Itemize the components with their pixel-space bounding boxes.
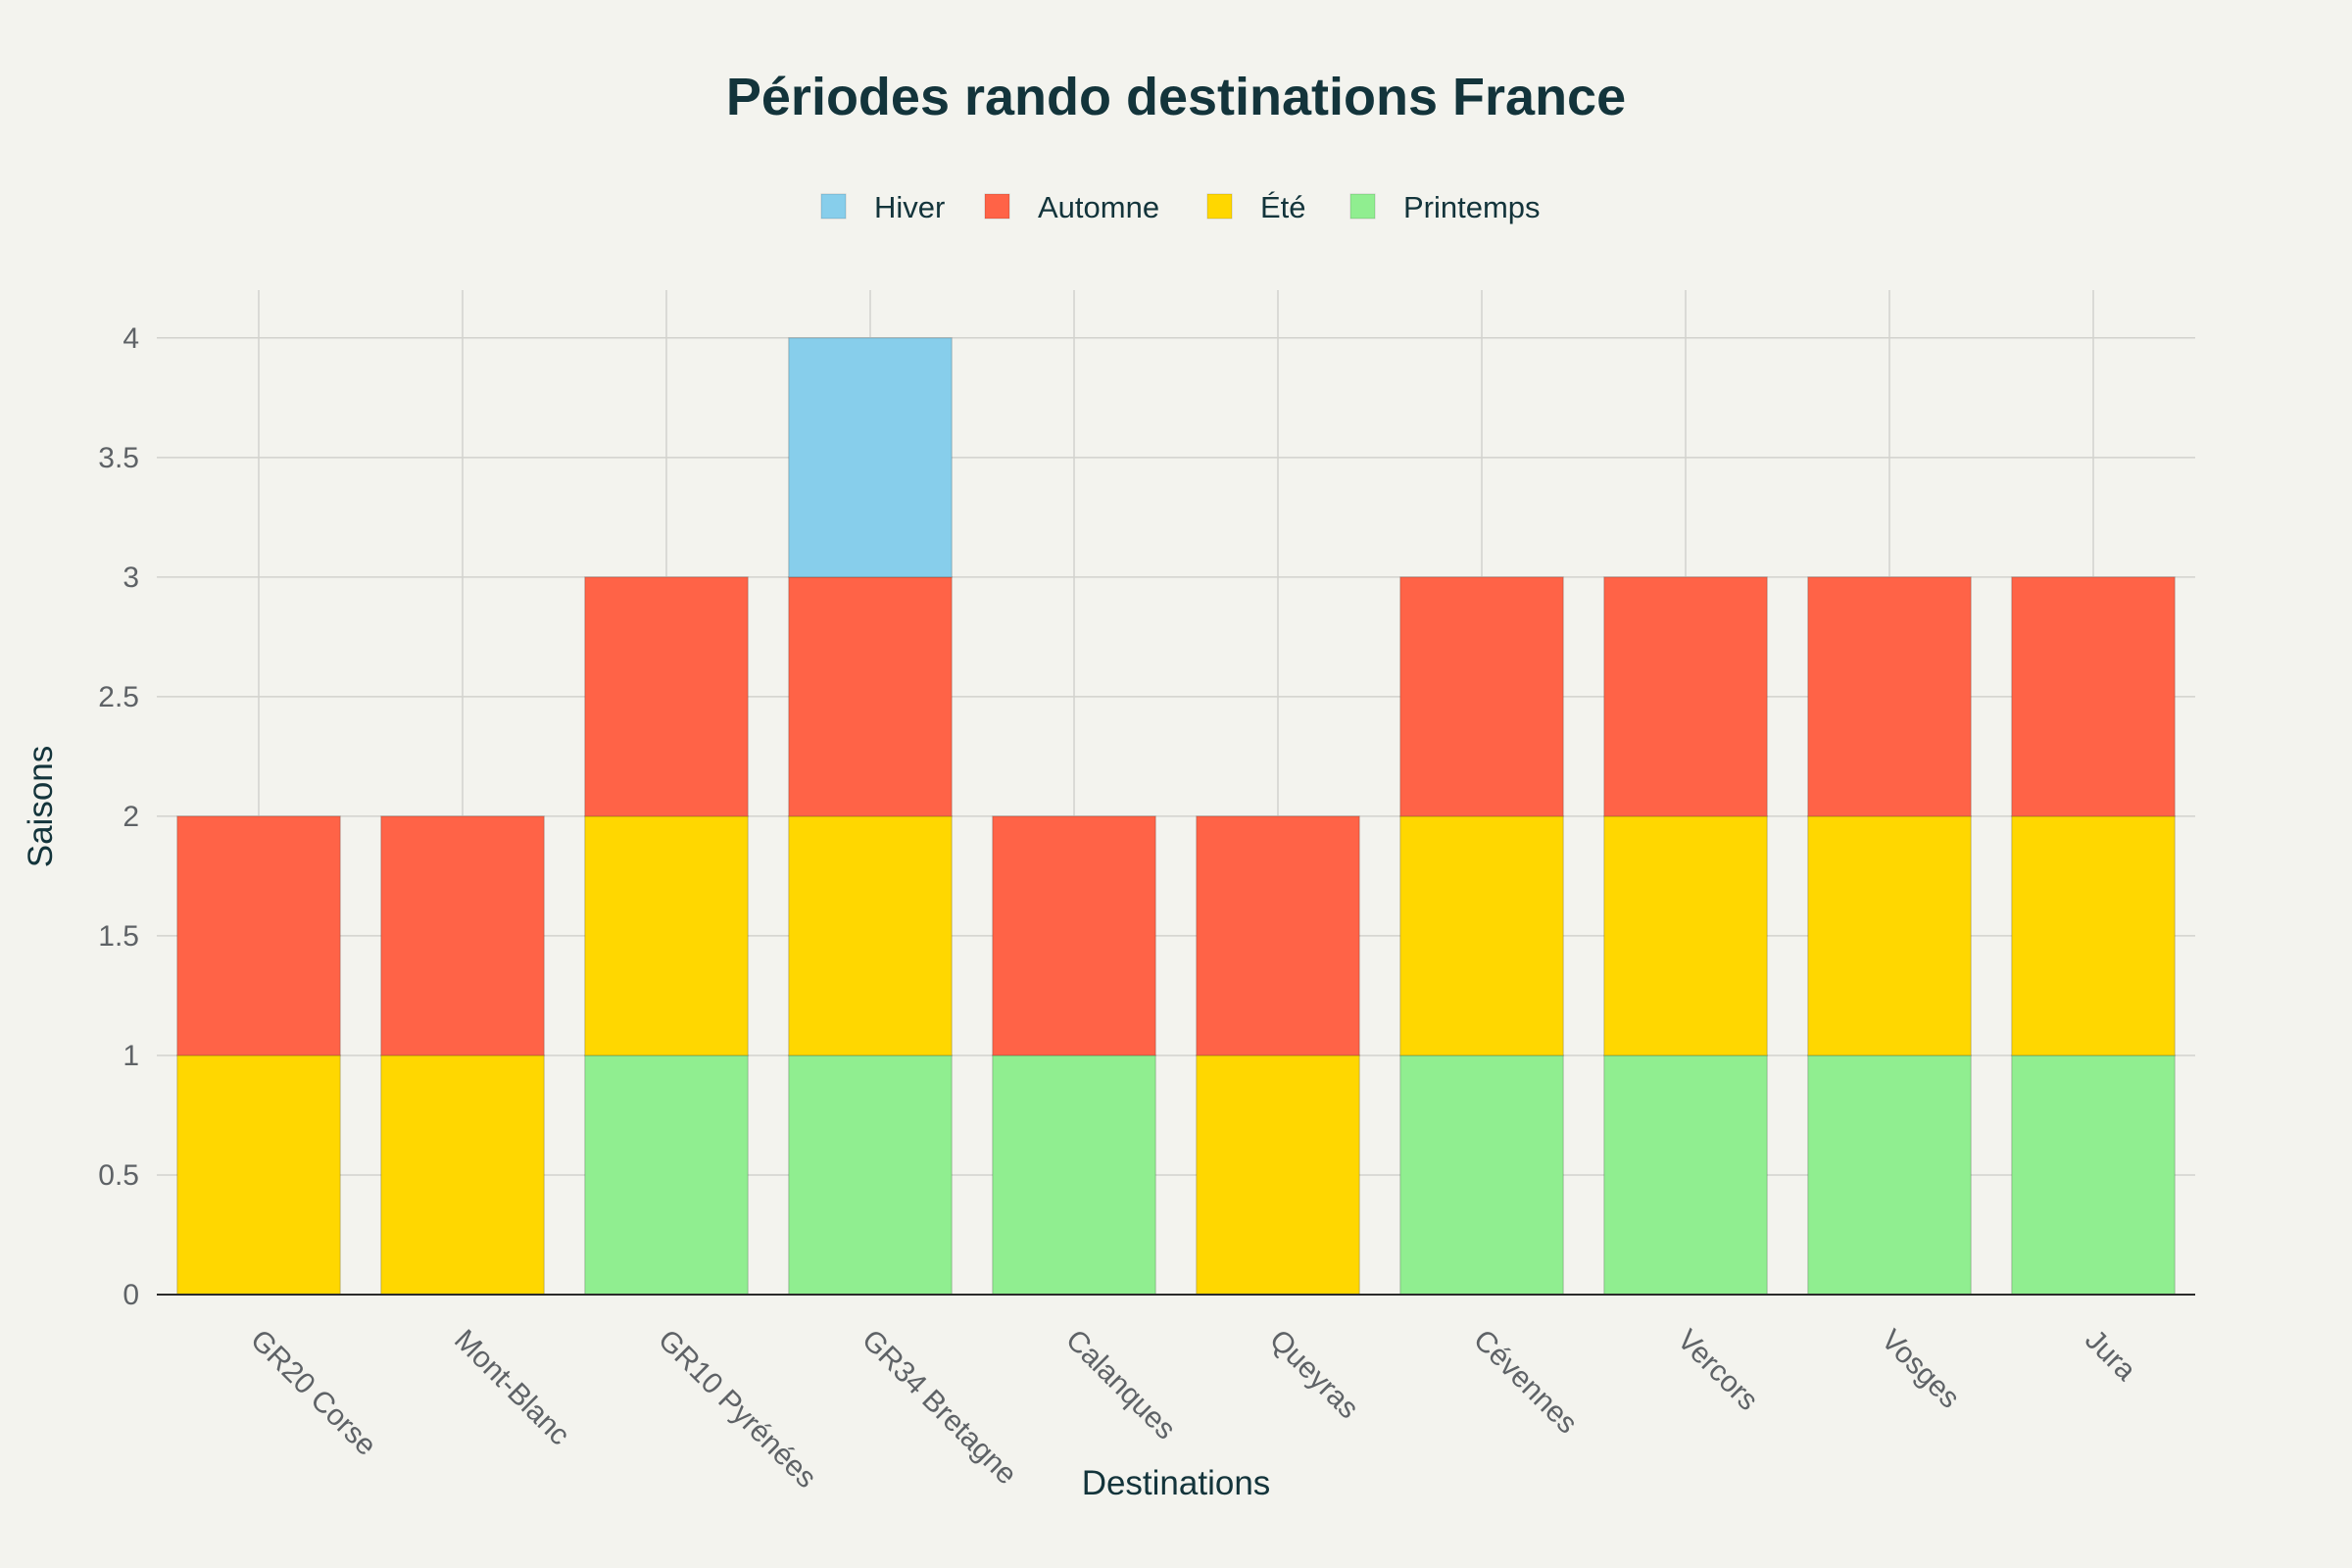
legend-swatch — [984, 193, 1010, 220]
legend-swatch — [1206, 193, 1233, 220]
x-tick-label: Mont-Blanc — [448, 1324, 576, 1452]
x-tick-label: Calanques — [1059, 1324, 1182, 1446]
legend-label: Été — [1260, 190, 1306, 224]
y-tick-label: 2 — [122, 801, 139, 833]
x-tick-label: Vercors — [1671, 1324, 1764, 1417]
legend-swatch — [820, 193, 847, 220]
chart-title: Périodes rando destinations France — [726, 68, 1626, 126]
bar-vercors-ete[interactable] — [1603, 815, 1768, 1056]
bar-cevennes-ete[interactable] — [1399, 815, 1564, 1056]
y-tick-label: 0.5 — [98, 1159, 139, 1192]
x-tick-label: Queyras — [1263, 1324, 1365, 1426]
bar-vercors-automne[interactable] — [1603, 576, 1768, 817]
y-tick-label: 0 — [122, 1279, 139, 1311]
x-tick-label: Vosges — [1875, 1324, 1966, 1415]
legend-label: Hiver — [874, 190, 945, 224]
bar-queyras-automne[interactable] — [1196, 815, 1360, 1056]
bar-gr34-bretagne-automne[interactable] — [788, 576, 953, 817]
y-tick-label: 4 — [122, 322, 139, 355]
x-tick-label: Jura — [2079, 1324, 2142, 1388]
legend-swatch — [1349, 193, 1376, 220]
bar-mont-blanc-automne[interactable] — [380, 815, 545, 1056]
bar-vosges-automne[interactable] — [1807, 576, 1972, 817]
bar-gr20-corse-ete[interactable] — [176, 1054, 341, 1296]
legend-item-ete[interactable]: Été — [1206, 190, 1306, 224]
bar-calanques-printemps[interactable] — [992, 1054, 1156, 1296]
bar-gr34-bretagne-hiver[interactable] — [788, 337, 953, 578]
bar-jura-automne[interactable] — [2011, 576, 2176, 817]
legend-item-automne[interactable]: Automne — [984, 190, 1159, 224]
y-tick-label: 2.5 — [98, 681, 139, 713]
bar-gr20-corse-automne[interactable] — [176, 815, 341, 1056]
legend-item-hiver[interactable]: Hiver — [820, 190, 945, 224]
bar-mont-blanc-ete[interactable] — [380, 1054, 545, 1296]
legend-label: Automne — [1038, 190, 1159, 224]
legend-item-printemps[interactable]: Printemps — [1349, 190, 1541, 224]
bar-gr34-bretagne-ete[interactable] — [788, 815, 953, 1056]
bar-vercors-printemps[interactable] — [1603, 1054, 1768, 1296]
legend[interactable]: Hiver Automne Été Printemps — [820, 190, 1541, 224]
bars-layer — [176, 337, 2176, 1296]
bar-jura-ete[interactable] — [2011, 815, 2176, 1056]
bar-cevennes-printemps[interactable] — [1399, 1054, 1564, 1296]
bar-vosges-printemps[interactable] — [1807, 1054, 1972, 1296]
bar-vosges-ete[interactable] — [1807, 815, 1972, 1056]
x-tick-label: GR20 Corse — [244, 1324, 382, 1462]
bar-gr10-pyrenees-ete[interactable] — [584, 815, 749, 1056]
y-tick-label: 3.5 — [98, 442, 139, 474]
bar-gr34-bretagne-printemps[interactable] — [788, 1054, 953, 1296]
bar-gr10-pyrenees-automne[interactable] — [584, 576, 749, 817]
y-tick-label: 1.5 — [98, 920, 139, 953]
bar-queyras-ete[interactable] — [1196, 1054, 1360, 1296]
bar-cevennes-automne[interactable] — [1399, 576, 1564, 817]
x-tick-label: GR10 Pyrénées — [652, 1324, 822, 1494]
bar-gr10-pyrenees-printemps[interactable] — [584, 1054, 749, 1296]
legend-label: Printemps — [1403, 190, 1541, 224]
y-tick-label: 3 — [122, 562, 139, 594]
y-tick-label: 1 — [122, 1040, 139, 1072]
x-axis-title: Destinations — [1082, 1464, 1271, 1502]
bar-jura-printemps[interactable] — [2011, 1054, 2176, 1296]
x-tick-label: Cévennes — [1467, 1324, 1584, 1441]
bar-calanques-automne[interactable] — [992, 815, 1156, 1056]
y-axis-title: Saisons — [22, 746, 60, 868]
x-tick-label: GR34 Bretagne — [856, 1324, 1023, 1492]
